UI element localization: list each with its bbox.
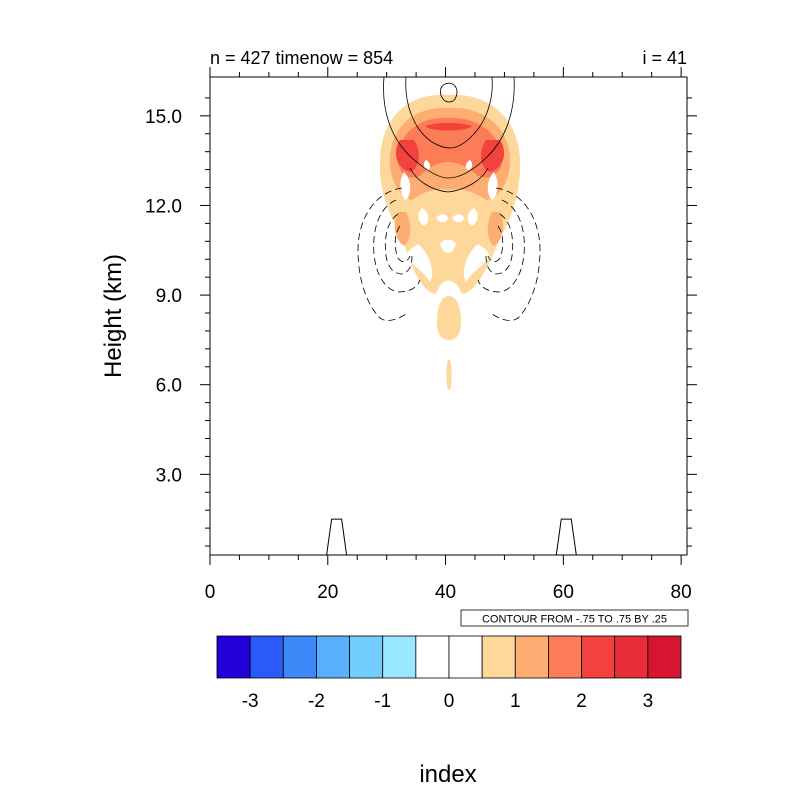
colorbar-labels: -3 -2 -1 0 1 2 3 — [242, 691, 653, 712]
positive-contour-lines — [383, 77, 515, 193]
colorbar-box — [448, 635, 483, 679]
contour-info-text: CONTOUR FROM -.75 TO .75 BY .25 — [482, 614, 667, 626]
x-tick-label: 0 — [205, 582, 216, 603]
plot-area — [326, 77, 577, 555]
colorbar-box — [249, 635, 284, 679]
colorbar-label: 2 — [576, 691, 587, 712]
y-tick-label: 9.0 — [156, 286, 182, 307]
y-tick-label: 15.0 — [145, 107, 182, 128]
colorbar-box — [481, 635, 516, 679]
colorbar-label: 1 — [510, 691, 521, 712]
colorbar-box — [514, 635, 549, 679]
contour-fill-level-1 — [446, 360, 452, 391]
colorbar-box — [647, 635, 682, 679]
negative-contour-lines — [357, 187, 541, 321]
colorbar-label: -2 — [308, 691, 325, 712]
y-axis-ticks — [200, 97, 697, 547]
colorbar-box — [282, 635, 317, 679]
contour-fill-level-2 — [394, 212, 411, 246]
plot-frame — [209, 76, 688, 556]
contour-fill-level-1 — [437, 296, 461, 340]
colorbar-box — [548, 635, 582, 679]
contour-fill-level-4 — [481, 140, 505, 172]
y-axis-tick-labels: 3.0 6.0 9.0 12.0 15.0 — [145, 107, 182, 486]
colorbar-label: -3 — [242, 691, 259, 712]
colorbar-box — [415, 635, 450, 679]
y-axis-label: Height (km) — [100, 254, 127, 378]
x-axis-label: index — [419, 761, 476, 788]
colorbar-box — [382, 635, 417, 679]
plot-title-left: n = 427 timenow = 854 — [210, 48, 393, 68]
contour-fill-level-4 — [395, 140, 419, 172]
y-tick-label: 12.0 — [145, 196, 182, 217]
x-tick-label: 60 — [553, 582, 574, 603]
x-tick-label: 40 — [435, 582, 456, 603]
plot-title-right: i = 41 — [642, 48, 687, 68]
terrain-profile — [326, 518, 577, 555]
contour-fill-near-zero — [400, 160, 498, 282]
contour-info-box: CONTOUR FROM -.75 TO .75 BY .25 — [460, 609, 689, 627]
colorbar-box — [581, 635, 616, 679]
colorbar-box — [614, 635, 649, 679]
colorbar-label: 3 — [643, 691, 654, 712]
colorbar-box — [349, 635, 384, 679]
y-tick-label: 3.0 — [156, 465, 182, 486]
x-axis-tick-labels: 0 20 40 60 80 — [205, 582, 692, 603]
colorbar — [216, 635, 682, 679]
colorbar-box — [316, 635, 350, 679]
x-axis-ticks — [209, 67, 682, 565]
y-tick-label: 6.0 — [156, 376, 182, 397]
x-tick-label: 20 — [317, 582, 338, 603]
colorbar-label: 0 — [444, 691, 455, 712]
x-tick-label: 80 — [671, 582, 692, 603]
colorbar-box — [216, 635, 251, 679]
contour-fill-level-4 — [425, 123, 472, 131]
shaded-contour-fills — [379, 94, 521, 391]
contour-fill-level-2 — [487, 212, 504, 246]
colorbar-label: -1 — [374, 691, 391, 712]
